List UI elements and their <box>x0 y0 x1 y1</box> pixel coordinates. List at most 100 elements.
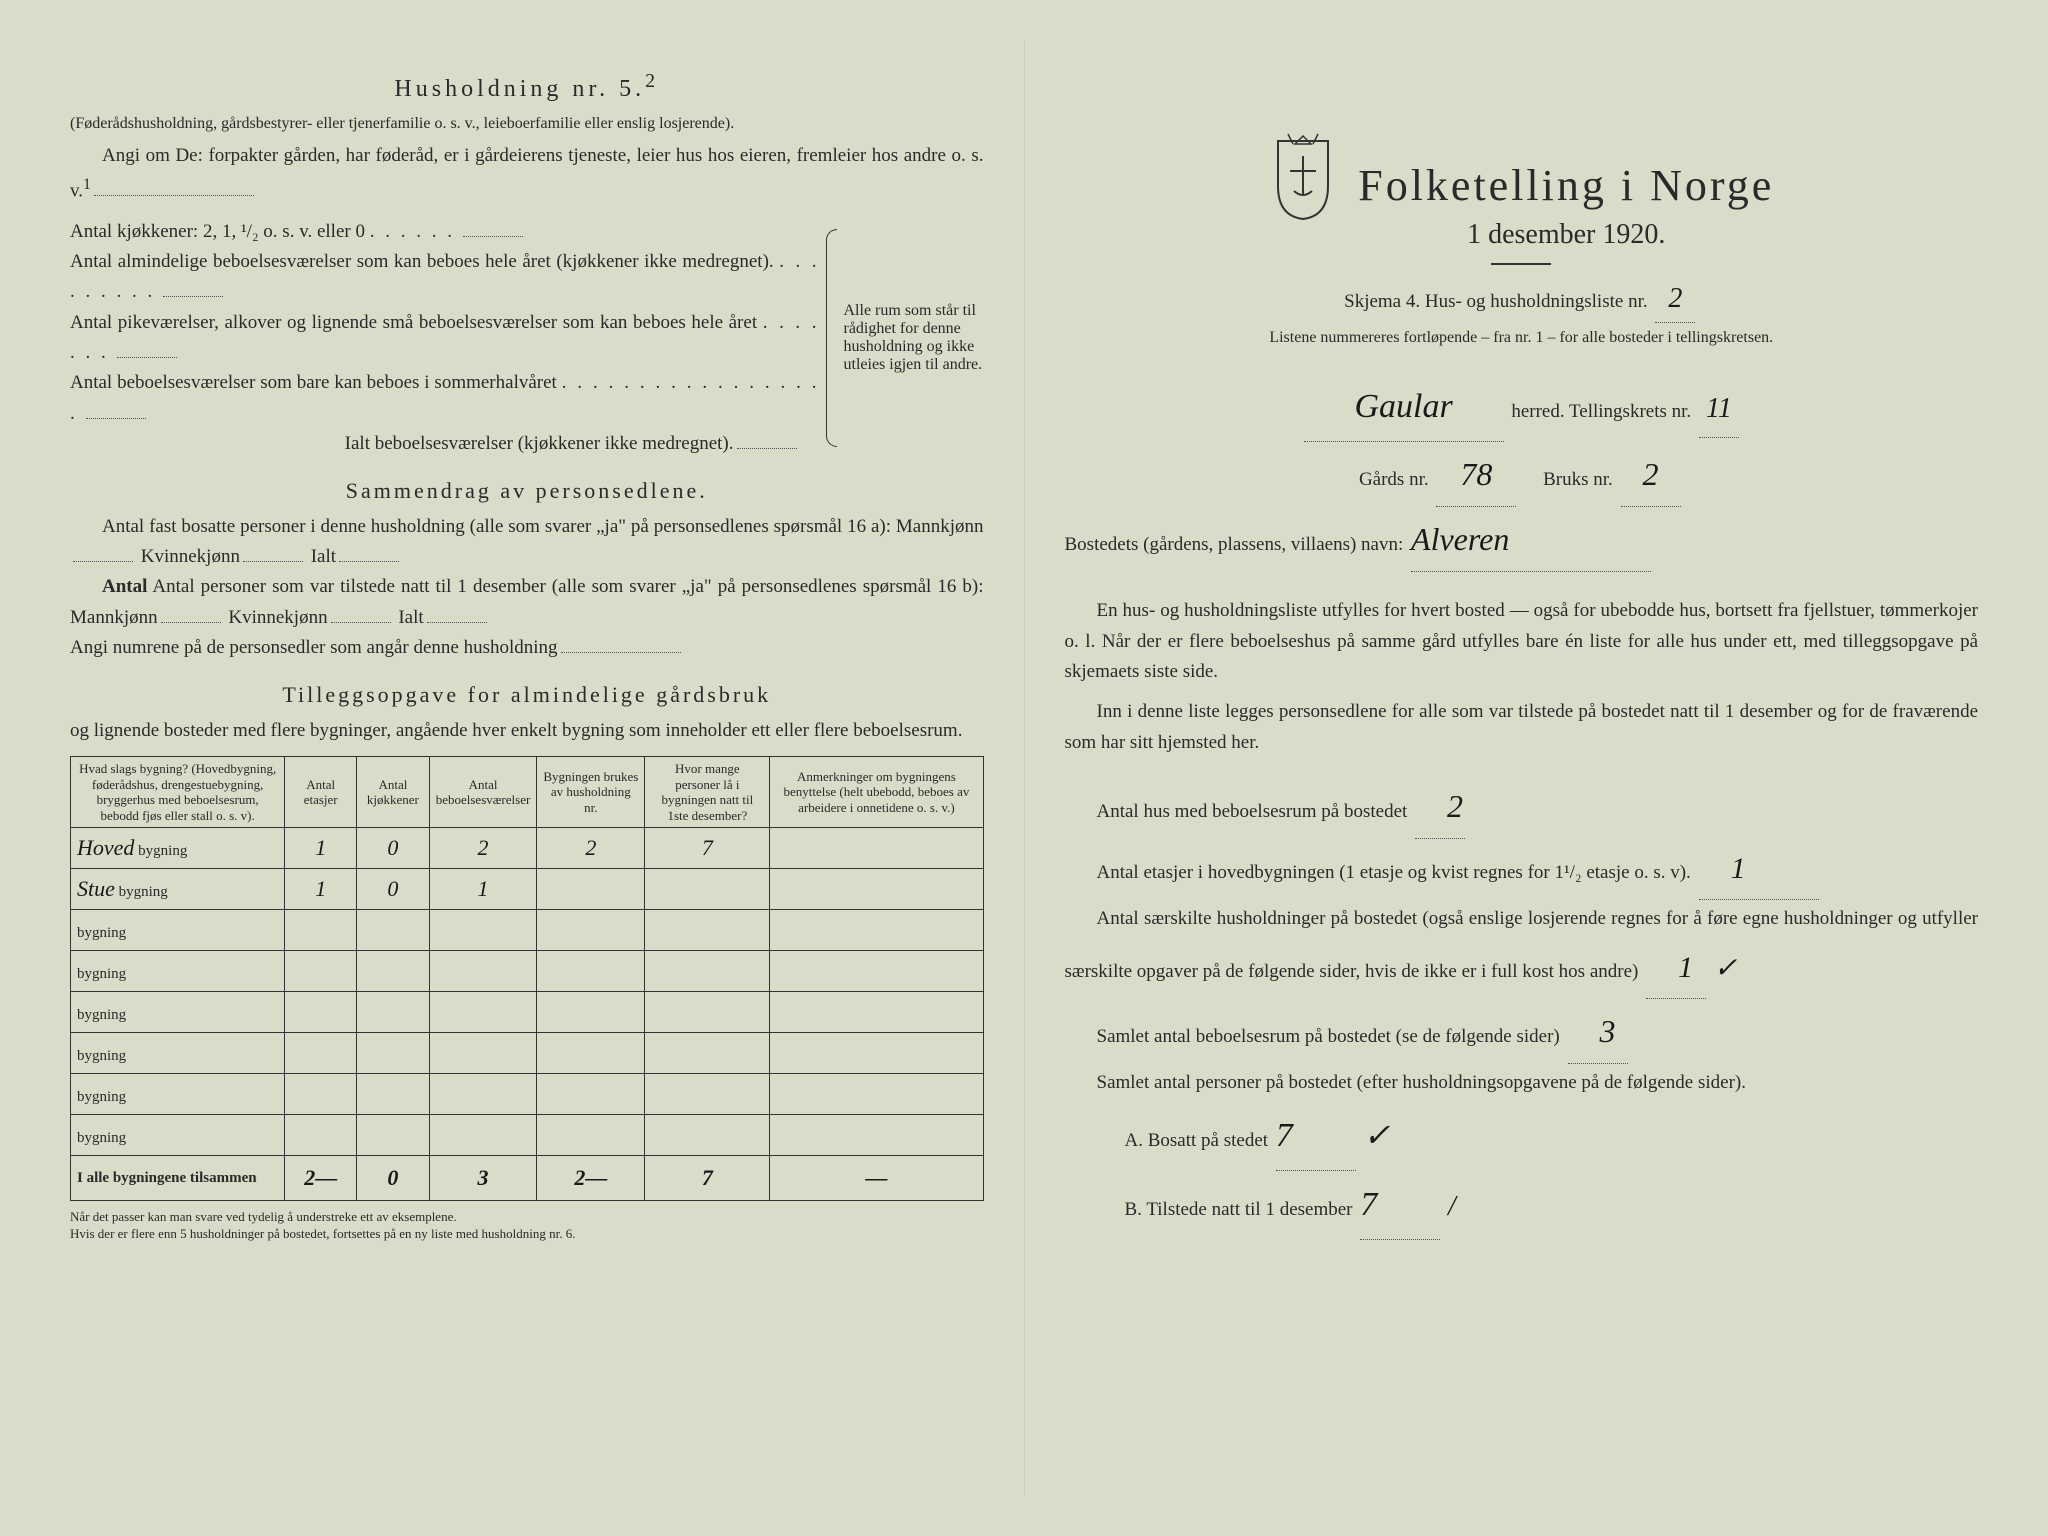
angi-numrene-label: Angi numrene på de personsedler som angå… <box>70 637 558 658</box>
bosatt-label: A. Bosatt på stedet <box>1125 1130 1269 1151</box>
tillegg-title: Tilleggsopgave for almindelige gårdsbruk <box>70 682 984 708</box>
row-etasjer <box>285 992 357 1033</box>
row-hushold <box>537 951 645 992</box>
herred-name: Gaular <box>1304 373 1504 442</box>
samlet-rum-value: 3 <box>1568 999 1628 1064</box>
row-vaerelser: 1 <box>429 869 537 910</box>
row-vaerelser <box>429 1033 537 1074</box>
saerskilte-value: 1 <box>1646 938 1706 999</box>
row-etasjer: 1 <box>285 828 357 869</box>
row-kjokkener <box>357 1074 430 1115</box>
col-kjokkener: Antal kjøkkener <box>357 756 430 827</box>
rooms-year-label: Antal almindelige beboelsesværelser som … <box>70 251 774 272</box>
coat-of-arms-svg <box>1268 131 1338 221</box>
antal-hus-value: 2 <box>1415 774 1465 839</box>
bruks-label: Bruks nr. <box>1543 469 1613 490</box>
fast-mann-fill <box>73 561 133 562</box>
row-hushold <box>537 1115 645 1156</box>
table-row: bygning <box>71 951 984 992</box>
tilstede-ialt-fill <box>427 622 487 623</box>
row-personer: 7 <box>645 828 770 869</box>
row-name: Stue bygning <box>71 869 285 910</box>
row-name: bygning <box>71 992 285 1033</box>
table-row: bygning <box>71 1033 984 1074</box>
para1: En hus- og husholdningsliste utfylles fo… <box>1065 596 1979 687</box>
table-row: Hoved bygning10227 <box>71 828 984 869</box>
row-kjokkener: 0 <box>357 869 430 910</box>
date-subtitle: 1 desember 1920. <box>1358 219 1774 251</box>
row-etasjer: 1 <box>285 869 357 910</box>
rooms-brace-box: Antal kjøkkener: 2, 1, ¹/₂ o. s. v. elle… <box>70 217 984 460</box>
row-etasjer <box>285 1074 357 1115</box>
fast-bosatte-block: Antal fast bosatte personer i denne hush… <box>70 512 984 573</box>
skjema-line: Skjema 4. Hus- og husholdningsliste nr. … <box>1065 277 1979 323</box>
kvinne-label-2: Kvinnekjønn <box>228 607 327 628</box>
angi-text: Angi om De: forpakter gården, har føderå… <box>70 141 984 206</box>
summer-rooms-row: Antal beboelsesværelser som bare kan beb… <box>70 368 820 429</box>
row-vaerelser <box>429 1115 537 1156</box>
table-header-row: Hvad slags bygning? (Hovedbygning, føder… <box>71 756 984 827</box>
row-hushold <box>537 910 645 951</box>
kitchens-row: Antal kjøkkener: 2, 1, ¹/₂ o. s. v. elle… <box>70 217 820 247</box>
table-row: bygning <box>71 992 984 1033</box>
samlet-rum-label: Samlet antal beboelsesrum på bostedet (s… <box>1097 1026 1560 1047</box>
title-divider <box>1491 263 1551 265</box>
antal-hus-row: Antal hus med beboelsesrum på bostedet 2 <box>1065 774 1979 839</box>
row-personer <box>645 1033 770 1074</box>
table-total-row: I alle bygningene tilsammen 2— 0 3 2— 7 … <box>71 1156 984 1201</box>
title-block: Folketelling i Norge 1 desember 1920. <box>1358 100 1774 251</box>
total-label: I alle bygningene tilsammen <box>71 1156 285 1201</box>
total-rooms-fill <box>737 448 797 449</box>
col-bygning: Hvad slags bygning? (Hovedbygning, føder… <box>71 756 285 827</box>
ialt-label-2: Ialt <box>398 607 423 628</box>
para2: Inn i denne liste legges personsedlene f… <box>1065 697 1979 758</box>
row-anm <box>770 1074 983 1115</box>
footnote1: Når det passer kan man svare ved tydelig… <box>70 1209 984 1226</box>
row-vaerelser <box>429 951 537 992</box>
row-personer <box>645 1074 770 1115</box>
row-hushold <box>537 869 645 910</box>
skjema-label: Skjema 4. Hus- og husholdningsliste nr. <box>1344 291 1647 312</box>
angi-numrene-row: Angi numrene på de personsedler som angå… <box>70 633 984 663</box>
bosatt-row: A. Bosatt på stedet 7 ✓ <box>1065 1102 1979 1171</box>
row-name: bygning <box>71 951 285 992</box>
bosted-row: Bostedets (gårdens, plassens, villaens) … <box>1065 507 1979 572</box>
bosted-navn: Alveren <box>1411 507 1651 572</box>
row-anm <box>770 869 983 910</box>
row-name: bygning <box>71 1115 285 1156</box>
total-hushold: 2— <box>537 1156 645 1201</box>
maid-rooms-label: Antal pikeværelser, alkover og lignende … <box>70 312 757 333</box>
bosatt-value: 7 <box>1276 1102 1356 1171</box>
row-vaerelser <box>429 992 537 1033</box>
kitchens-label: Antal kjøkkener: 2, 1, ¹/₂ o. s. v. elle… <box>70 221 365 242</box>
kvinne-label-1: Kvinnekjønn <box>141 546 240 567</box>
tilstede-value: 7 <box>1360 1171 1440 1240</box>
total-vaerelser: 3 <box>429 1156 537 1201</box>
row-personer <box>645 992 770 1033</box>
row-kjokkener <box>357 1115 430 1156</box>
table-row: bygning <box>71 910 984 951</box>
col-vaerelser: Antal beboelsesværelser <box>429 756 537 827</box>
row-name: bygning <box>71 910 285 951</box>
rooms-brace-right: Alle rum som står til rådighet for denne… <box>820 217 984 460</box>
row-personer <box>645 910 770 951</box>
fast-ialt-fill <box>339 561 399 562</box>
sammendrag-title: Sammendrag av personsedlene. <box>70 478 984 504</box>
herred-label: herred. Tellingskrets nr. <box>1511 401 1691 422</box>
table-row: bygning <box>71 1074 984 1115</box>
col-personer: Hvor mange personer lå i bygningen natt … <box>645 756 770 827</box>
row-personer <box>645 869 770 910</box>
row-anm <box>770 1033 983 1074</box>
building-table: Hvad slags bygning? (Hovedbygning, føder… <box>70 756 984 1201</box>
row-kjokkener <box>357 910 430 951</box>
tilstede-row: B. Tilstede natt til 1 desember 7 / <box>1065 1171 1979 1240</box>
total-anm: — <box>770 1156 983 1201</box>
row-anm <box>770 992 983 1033</box>
angi-fill <box>94 195 254 196</box>
row-kjokkener <box>357 1033 430 1074</box>
header-row: Folketelling i Norge 1 desember 1920. <box>1065 100 1979 251</box>
tilstede-label-block: Antal personer som var tilstede natt til… <box>70 576 984 627</box>
building-tbody: Hoved bygning10227Stue bygning101 bygnin… <box>71 828 984 1156</box>
angi-numrene-fill <box>561 652 681 653</box>
row-personer <box>645 951 770 992</box>
